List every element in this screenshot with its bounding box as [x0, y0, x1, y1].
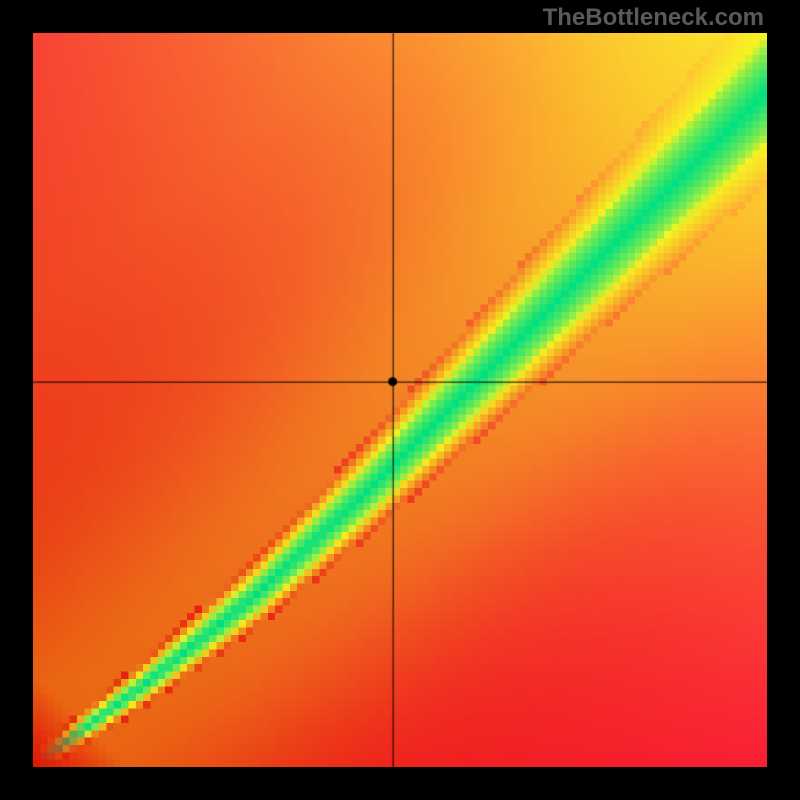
watermark-text: TheBottleneck.com [543, 4, 764, 32]
crosshair-overlay [0, 0, 800, 800]
chart-container: TheBottleneck.com [0, 0, 800, 800]
